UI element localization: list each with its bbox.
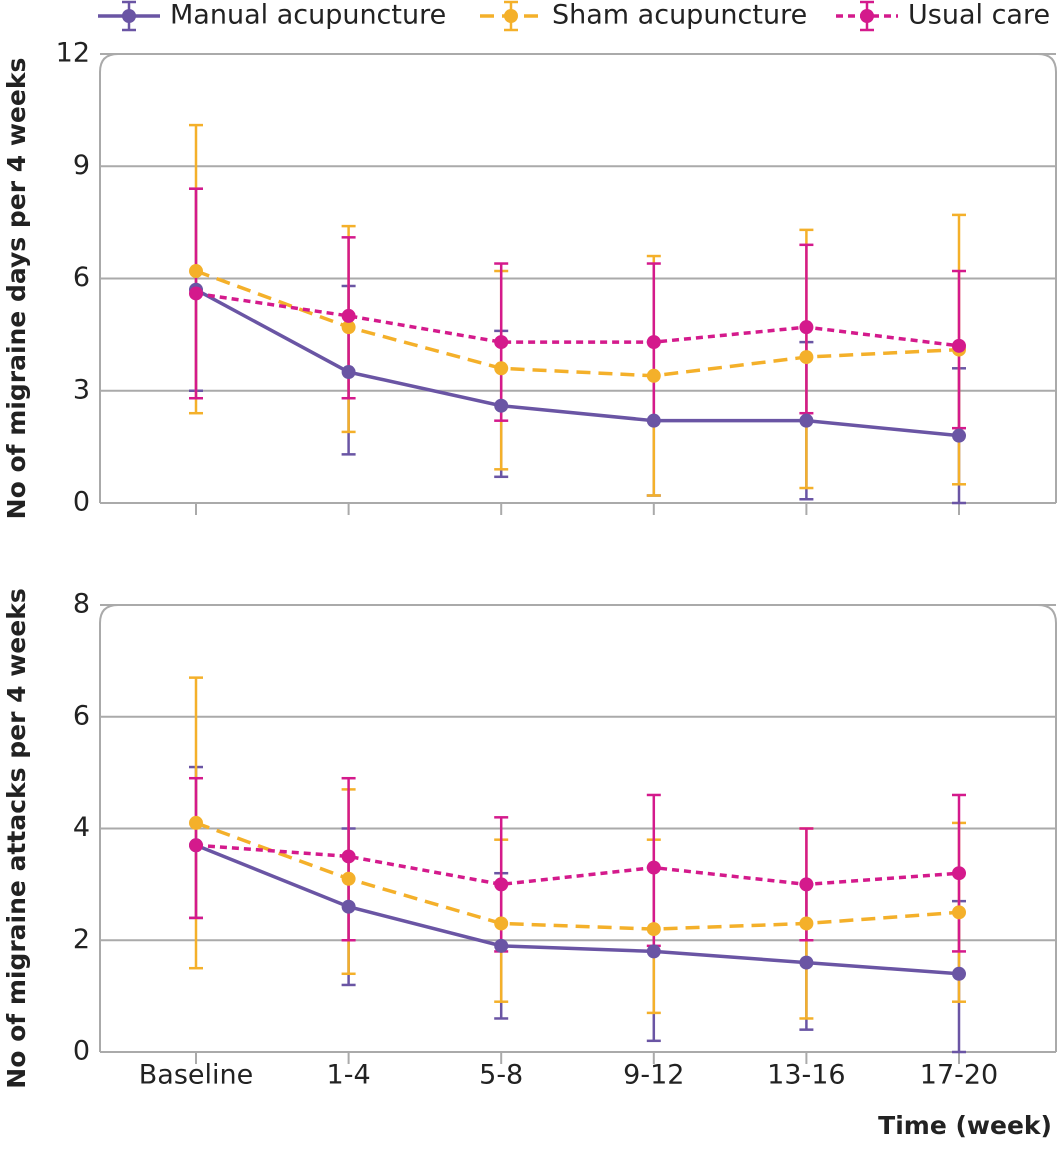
point	[646, 413, 661, 428]
point	[494, 335, 509, 350]
y-axis-title: No of migraine attacks per 4 weeks	[2, 588, 31, 1088]
point	[799, 413, 814, 428]
x-tick-label: 1-4	[327, 1060, 371, 1091]
point	[952, 866, 966, 881]
series-line	[195, 843, 960, 976]
x-axis-title: Time (week)	[878, 1111, 1052, 1140]
y-tick-label: 6	[73, 262, 90, 293]
x-tick-label: Baseline	[139, 1060, 253, 1091]
point	[189, 264, 203, 279]
x-tick-label: 13-16	[767, 1060, 845, 1091]
point	[341, 365, 356, 380]
x-tick-label: 17-20	[920, 1060, 998, 1091]
y-tick-label: 2	[73, 924, 90, 955]
point	[341, 320, 356, 335]
legend-marker	[504, 9, 518, 23]
legend-marker	[860, 9, 874, 23]
y-axis-title: No of migraine days per 4 weeks	[2, 58, 31, 520]
point	[799, 916, 814, 931]
legend-marker	[122, 9, 136, 23]
point	[189, 815, 203, 830]
point	[341, 899, 356, 914]
x-tick-label: 5-8	[479, 1060, 523, 1091]
y-tick-label: 8	[73, 589, 90, 620]
point	[799, 320, 814, 335]
x-tick-label: 9-12	[623, 1060, 684, 1091]
point	[189, 838, 203, 853]
point	[799, 877, 814, 892]
legend-label: Sham acupuncture	[552, 0, 807, 31]
point	[952, 428, 966, 443]
point	[494, 938, 509, 953]
point	[189, 286, 203, 301]
point	[494, 361, 509, 376]
legend-label: Manual acupuncture	[170, 0, 446, 31]
point	[341, 849, 356, 864]
series-line	[195, 288, 960, 438]
series-line	[195, 821, 960, 931]
series-line	[195, 291, 960, 348]
point	[646, 922, 661, 937]
point	[341, 871, 356, 886]
point	[646, 860, 661, 875]
y-tick-label: 0	[73, 1036, 90, 1067]
point	[799, 350, 814, 365]
point	[341, 308, 356, 323]
point	[494, 916, 509, 931]
y-tick-label: 3	[73, 374, 90, 405]
series-line	[195, 269, 960, 378]
legend-label: Usual care	[908, 0, 1050, 31]
y-tick-label: 0	[73, 487, 90, 518]
y-tick-label: 12	[56, 38, 90, 69]
point	[952, 905, 966, 920]
y-tick-label: 6	[73, 700, 90, 731]
series-line	[195, 843, 960, 887]
point	[494, 877, 509, 892]
y-tick-label: 9	[73, 150, 90, 181]
point	[646, 368, 661, 383]
point	[494, 398, 509, 413]
y-tick-label: 4	[73, 812, 90, 843]
point	[646, 944, 661, 959]
point	[952, 338, 966, 353]
point	[799, 955, 814, 970]
point	[952, 966, 966, 981]
point	[646, 335, 661, 350]
